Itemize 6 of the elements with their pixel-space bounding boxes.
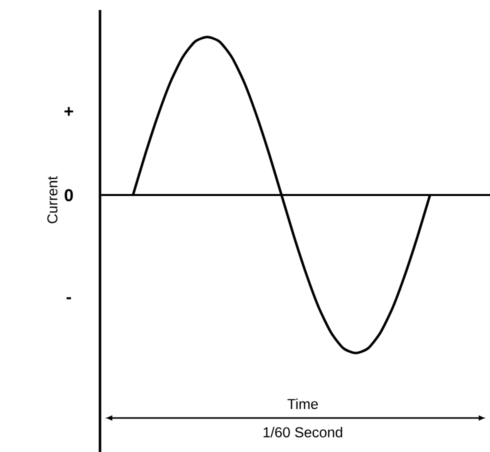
text: 1/60 Second [264,426,342,438]
text: 0 [64,189,73,202]
y-axis-title: Current [47,176,58,224]
x-axis-title: Time [287,398,318,410]
text: - [66,297,71,300]
text: + [64,107,74,116]
